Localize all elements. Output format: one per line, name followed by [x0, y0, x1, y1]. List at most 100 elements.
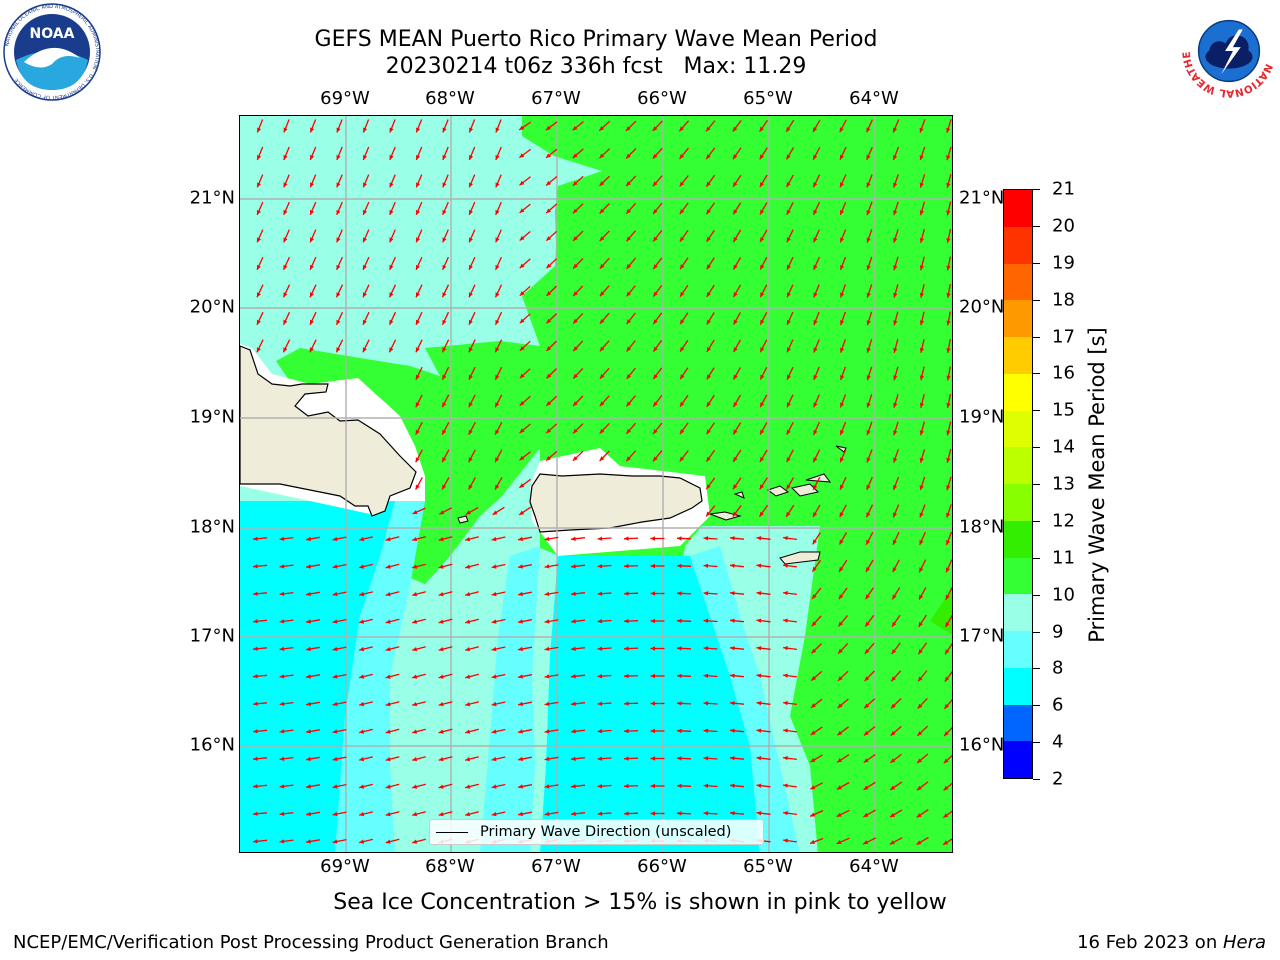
wave-arrow — [283, 119, 290, 133]
colorbar-tick — [1033, 447, 1040, 449]
wave-arrow — [866, 394, 873, 408]
wave-arrow — [623, 783, 639, 789]
wave-arrow — [623, 728, 639, 734]
island-tortola — [791, 483, 819, 497]
wave-arrow — [756, 618, 771, 623]
wave-arrow — [544, 674, 559, 679]
wave-arrow — [438, 756, 453, 762]
colorbar-tick-label: 4 — [1052, 731, 1064, 753]
wave-arrow — [837, 726, 849, 736]
wave-arrow — [438, 673, 453, 679]
wave-arrow — [864, 670, 875, 682]
wave-arrow — [837, 642, 849, 655]
wave-arrow — [652, 367, 663, 380]
wave-arrow — [783, 536, 797, 541]
colorbar-tick — [1033, 262, 1040, 264]
wave-arrow — [572, 258, 584, 269]
wave-arrow — [545, 450, 558, 462]
wave-arrow — [919, 394, 925, 408]
wave-arrow — [572, 450, 584, 462]
wave-arrow — [626, 230, 636, 242]
wave-arrow — [676, 591, 692, 596]
wave-arrow — [916, 725, 929, 737]
wave-arrow — [517, 811, 533, 817]
wave-arrow — [919, 119, 926, 133]
wave-arrow — [729, 591, 745, 596]
wave-arrow — [866, 119, 873, 133]
colorbar-segment — [1004, 484, 1032, 521]
wave-arrow — [679, 450, 689, 462]
puerto-rico-land — [529, 473, 703, 533]
wave-arrow — [706, 312, 715, 325]
wave-arrow — [650, 728, 665, 734]
wave-arrow — [336, 256, 343, 271]
wave-arrow — [676, 536, 692, 541]
wave-arrow — [893, 256, 899, 271]
wave-arrow — [256, 119, 264, 133]
wave-arrow — [626, 340, 636, 352]
wave-arrow — [679, 175, 689, 187]
wave-arrow — [442, 201, 449, 216]
wave-arrow — [652, 175, 663, 187]
wave-arrow — [494, 339, 503, 353]
wave-arrow — [385, 673, 400, 679]
wave-arrow — [679, 394, 689, 408]
wave-arrow — [309, 119, 317, 133]
wave-arrow — [519, 451, 531, 461]
wave-arrow — [305, 756, 321, 762]
wave-arrow — [946, 421, 952, 436]
period-fill-6-8 — [540, 556, 760, 852]
wave-arrow — [491, 728, 506, 734]
wave-arrow — [623, 701, 639, 706]
wave-arrow — [442, 146, 449, 161]
wave-arrow — [570, 756, 586, 761]
colorbar-tick-label: 2 — [1052, 768, 1064, 790]
colorbar-tick — [1033, 520, 1040, 522]
wave-arrow — [650, 673, 665, 679]
wave-arrow — [810, 782, 823, 790]
wave-arrow — [412, 756, 426, 762]
wave-arrow — [465, 811, 479, 817]
wave-arrow — [650, 536, 665, 541]
wave-arrow — [572, 121, 584, 131]
wave-arrow — [890, 698, 902, 709]
wave-arrow — [626, 395, 636, 407]
wave-arrow — [865, 531, 874, 546]
wave-arrow — [359, 728, 373, 734]
wave-arrow — [336, 119, 343, 133]
wave-arrow — [494, 311, 503, 326]
wave-arrow — [279, 811, 294, 816]
wave-arrow — [759, 202, 768, 215]
wave-arrow — [812, 476, 821, 491]
wave-arrow — [623, 673, 639, 679]
wave-arrow — [866, 174, 873, 188]
wave-arrow — [811, 643, 822, 654]
wave-arrow — [335, 339, 344, 353]
wave-arrow — [305, 619, 321, 624]
wave-arrow — [866, 284, 873, 298]
wave-arrow — [729, 728, 745, 733]
colorbar-segment — [1004, 263, 1032, 301]
wave-arrow — [385, 811, 400, 817]
wave-arrow — [572, 312, 584, 325]
wave-arrow — [862, 837, 877, 845]
wave-arrow — [729, 783, 745, 788]
wave-arrow — [572, 230, 584, 242]
wave-arrow — [279, 729, 294, 734]
wave-arrow — [890, 753, 902, 764]
wave-arrow — [676, 646, 692, 651]
island-st-croix — [779, 551, 821, 565]
colorbar-tick — [1033, 484, 1040, 485]
colorbar-tick — [1033, 189, 1040, 190]
wave-arrow — [759, 449, 768, 463]
wave-arrow — [438, 646, 453, 652]
wave-arrow — [732, 394, 742, 408]
wave-arrow — [786, 174, 794, 188]
wave-arrow — [279, 756, 294, 761]
wave-arrow — [625, 175, 637, 187]
wave-arrow — [415, 119, 423, 133]
wave-arrow — [942, 810, 952, 819]
wave-arrow — [705, 477, 716, 490]
wave-arrow — [359, 838, 373, 844]
wave-arrow — [519, 231, 531, 241]
